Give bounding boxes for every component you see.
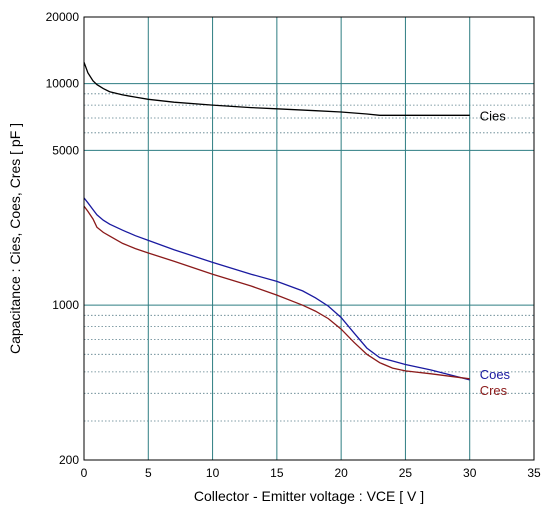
- y-axis-label: Capacitance : Cies, Coes, Cres [ pF ]: [7, 123, 23, 354]
- x-tick-label: 5: [145, 466, 152, 480]
- y-tick-label: 5000: [52, 143, 79, 157]
- x-tick-label: 20: [334, 466, 348, 480]
- series-label-coes: Coes: [480, 367, 511, 382]
- series-lines: [83, 61, 470, 381]
- y-tick-label: 200: [59, 453, 79, 467]
- x-tick-label: 15: [270, 466, 284, 480]
- x-tick-label: 35: [527, 466, 541, 480]
- grid: [84, 17, 534, 460]
- x-tick-label: 10: [206, 466, 220, 480]
- x-tick-label: 25: [399, 466, 413, 480]
- tick-labels: 200 1000 5000 10000 20000 0 5 10 15 20 25 30 35: [46, 10, 541, 480]
- series-line-cres: [83, 205, 470, 380]
- y-tick-label: 20000: [46, 10, 80, 24]
- x-axis-label: Collector - Emitter voltage : VCE [ V ]: [194, 488, 424, 504]
- y-tick-label: 1000: [52, 298, 79, 312]
- series-line-cies: [83, 61, 470, 116]
- x-tick-label: 30: [463, 466, 477, 480]
- series-label-cies: Cies: [480, 108, 507, 123]
- y-tick-label: 10000: [46, 77, 80, 91]
- plot-frame: [83, 16, 535, 461]
- series-line-coes: [83, 197, 470, 381]
- x-tick-label: 0: [81, 466, 88, 480]
- series-label-cres: Cres: [480, 383, 508, 398]
